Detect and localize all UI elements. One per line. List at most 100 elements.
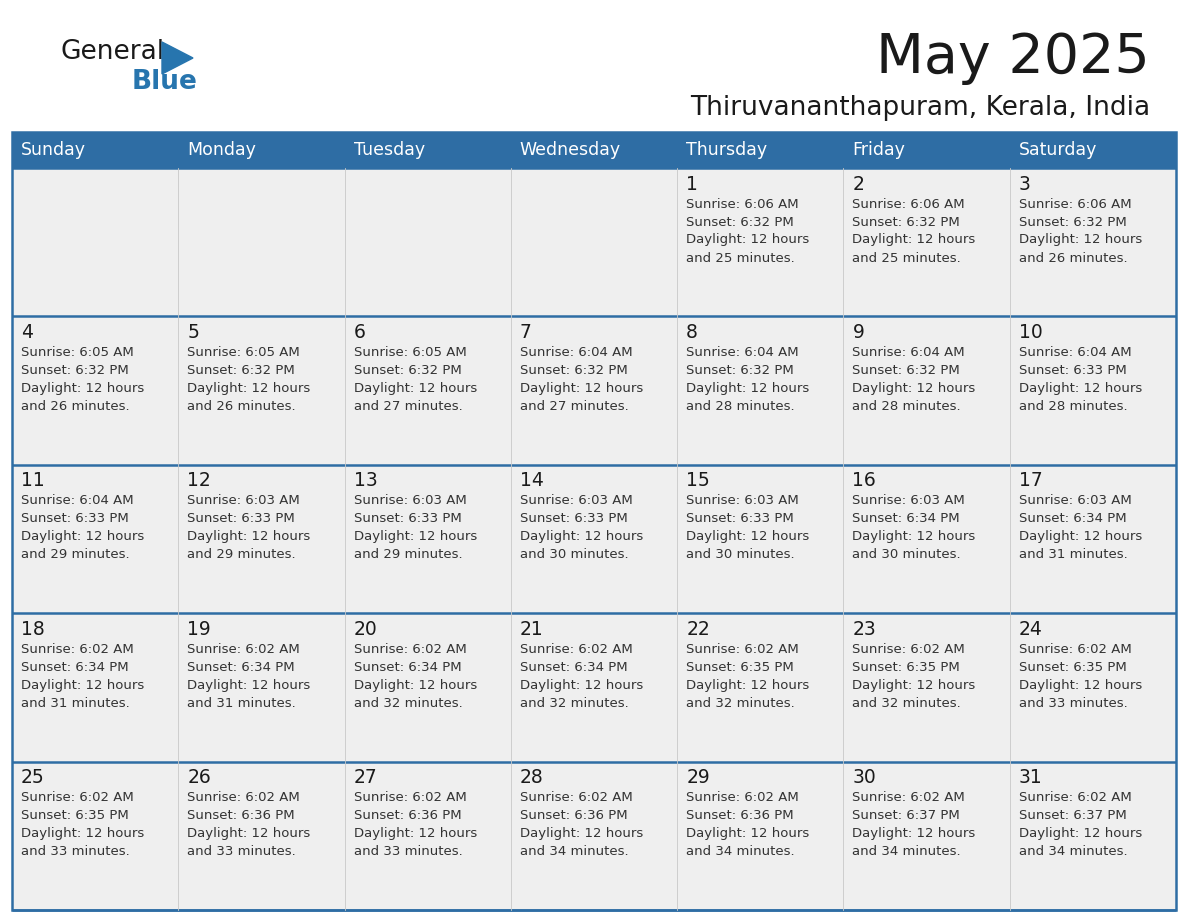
Text: and 29 minutes.: and 29 minutes. bbox=[21, 548, 129, 561]
Text: Sunset: 6:33 PM: Sunset: 6:33 PM bbox=[21, 512, 128, 525]
Text: and 30 minutes.: and 30 minutes. bbox=[520, 548, 628, 561]
Text: and 26 minutes.: and 26 minutes. bbox=[21, 400, 129, 413]
Text: Sunrise: 6:02 AM: Sunrise: 6:02 AM bbox=[188, 643, 301, 655]
Bar bbox=[345, 132, 511, 168]
Bar bbox=[511, 168, 677, 317]
Text: Daylight: 12 hours: Daylight: 12 hours bbox=[687, 233, 809, 247]
Text: Blue: Blue bbox=[132, 69, 198, 95]
Text: Daylight: 12 hours: Daylight: 12 hours bbox=[853, 233, 975, 247]
Text: Daylight: 12 hours: Daylight: 12 hours bbox=[1019, 233, 1142, 247]
Text: 11: 11 bbox=[21, 471, 45, 490]
Text: Sunset: 6:32 PM: Sunset: 6:32 PM bbox=[853, 364, 960, 377]
Text: Sunrise: 6:03 AM: Sunrise: 6:03 AM bbox=[188, 494, 301, 508]
Text: and 31 minutes.: and 31 minutes. bbox=[1019, 548, 1127, 561]
Text: Sunset: 6:36 PM: Sunset: 6:36 PM bbox=[188, 809, 295, 823]
Text: Sunset: 6:35 PM: Sunset: 6:35 PM bbox=[687, 661, 794, 674]
Bar bbox=[1010, 762, 1176, 910]
Text: Daylight: 12 hours: Daylight: 12 hours bbox=[188, 382, 310, 395]
Text: and 29 minutes.: and 29 minutes. bbox=[354, 548, 462, 561]
Text: Sunset: 6:36 PM: Sunset: 6:36 PM bbox=[354, 809, 461, 823]
Text: Sunset: 6:33 PM: Sunset: 6:33 PM bbox=[520, 512, 627, 525]
Text: Friday: Friday bbox=[853, 141, 905, 159]
Text: 25: 25 bbox=[21, 768, 45, 787]
Text: Sunset: 6:37 PM: Sunset: 6:37 PM bbox=[1019, 809, 1126, 823]
Bar bbox=[12, 132, 178, 168]
Text: 18: 18 bbox=[21, 620, 45, 639]
Text: Daylight: 12 hours: Daylight: 12 hours bbox=[1019, 678, 1142, 691]
Text: Sunset: 6:33 PM: Sunset: 6:33 PM bbox=[354, 512, 461, 525]
Text: Sunset: 6:35 PM: Sunset: 6:35 PM bbox=[1019, 661, 1126, 674]
Text: Daylight: 12 hours: Daylight: 12 hours bbox=[188, 531, 310, 543]
Bar bbox=[178, 132, 345, 168]
Text: Daylight: 12 hours: Daylight: 12 hours bbox=[188, 827, 310, 840]
Text: and 27 minutes.: and 27 minutes. bbox=[520, 400, 628, 413]
Text: 14: 14 bbox=[520, 471, 544, 490]
Text: and 25 minutes.: and 25 minutes. bbox=[687, 252, 795, 264]
Text: and 28 minutes.: and 28 minutes. bbox=[687, 400, 795, 413]
Text: 3: 3 bbox=[1019, 174, 1030, 194]
Text: Tuesday: Tuesday bbox=[354, 141, 424, 159]
Text: Daylight: 12 hours: Daylight: 12 hours bbox=[853, 531, 975, 543]
Text: Sunrise: 6:06 AM: Sunrise: 6:06 AM bbox=[853, 197, 965, 210]
Text: Daylight: 12 hours: Daylight: 12 hours bbox=[1019, 827, 1142, 840]
Bar bbox=[677, 613, 843, 762]
Bar bbox=[345, 613, 511, 762]
Text: Sunrise: 6:02 AM: Sunrise: 6:02 AM bbox=[520, 791, 632, 804]
Text: Sunset: 6:32 PM: Sunset: 6:32 PM bbox=[188, 364, 295, 377]
Text: Sunset: 6:32 PM: Sunset: 6:32 PM bbox=[687, 216, 794, 229]
Polygon shape bbox=[162, 42, 192, 74]
Text: Sunset: 6:35 PM: Sunset: 6:35 PM bbox=[853, 661, 960, 674]
Text: 10: 10 bbox=[1019, 323, 1042, 341]
Text: 6: 6 bbox=[354, 323, 366, 341]
Bar bbox=[178, 762, 345, 910]
Text: Daylight: 12 hours: Daylight: 12 hours bbox=[354, 827, 476, 840]
Text: 1: 1 bbox=[687, 174, 699, 194]
Text: Thursday: Thursday bbox=[687, 141, 767, 159]
Text: 13: 13 bbox=[354, 471, 378, 490]
Text: and 34 minutes.: and 34 minutes. bbox=[853, 845, 961, 858]
Bar bbox=[677, 465, 843, 613]
Text: 30: 30 bbox=[853, 768, 877, 787]
Text: 26: 26 bbox=[188, 768, 211, 787]
Text: Daylight: 12 hours: Daylight: 12 hours bbox=[21, 382, 144, 395]
Text: Daylight: 12 hours: Daylight: 12 hours bbox=[188, 678, 310, 691]
Text: 16: 16 bbox=[853, 471, 877, 490]
Text: and 30 minutes.: and 30 minutes. bbox=[853, 548, 961, 561]
Text: 5: 5 bbox=[188, 323, 200, 341]
Bar bbox=[843, 465, 1010, 613]
Bar bbox=[12, 613, 178, 762]
Text: Sunrise: 6:02 AM: Sunrise: 6:02 AM bbox=[21, 643, 134, 655]
Text: Sunrise: 6:04 AM: Sunrise: 6:04 AM bbox=[853, 346, 965, 359]
Bar bbox=[511, 613, 677, 762]
Text: Sunrise: 6:02 AM: Sunrise: 6:02 AM bbox=[687, 791, 798, 804]
Text: Sunset: 6:34 PM: Sunset: 6:34 PM bbox=[354, 661, 461, 674]
Text: Sunrise: 6:06 AM: Sunrise: 6:06 AM bbox=[1019, 197, 1131, 210]
Text: and 28 minutes.: and 28 minutes. bbox=[1019, 400, 1127, 413]
Text: Sunset: 6:34 PM: Sunset: 6:34 PM bbox=[188, 661, 295, 674]
Text: Sunrise: 6:04 AM: Sunrise: 6:04 AM bbox=[1019, 346, 1131, 359]
Bar bbox=[12, 317, 178, 465]
Text: Sunrise: 6:02 AM: Sunrise: 6:02 AM bbox=[687, 643, 798, 655]
Text: Daylight: 12 hours: Daylight: 12 hours bbox=[1019, 382, 1142, 395]
Text: Daylight: 12 hours: Daylight: 12 hours bbox=[21, 827, 144, 840]
Text: 31: 31 bbox=[1019, 768, 1042, 787]
Text: Sunset: 6:32 PM: Sunset: 6:32 PM bbox=[21, 364, 128, 377]
Text: Monday: Monday bbox=[188, 141, 257, 159]
Text: and 32 minutes.: and 32 minutes. bbox=[853, 697, 961, 710]
Text: 23: 23 bbox=[853, 620, 877, 639]
Text: General: General bbox=[61, 39, 164, 65]
Bar bbox=[677, 317, 843, 465]
Text: 24: 24 bbox=[1019, 620, 1043, 639]
Bar bbox=[345, 317, 511, 465]
Text: Sunset: 6:32 PM: Sunset: 6:32 PM bbox=[687, 364, 794, 377]
Text: 7: 7 bbox=[520, 323, 532, 341]
Text: Sunset: 6:32 PM: Sunset: 6:32 PM bbox=[520, 364, 627, 377]
Text: Saturday: Saturday bbox=[1019, 141, 1097, 159]
Text: 12: 12 bbox=[188, 471, 211, 490]
Text: Sunset: 6:37 PM: Sunset: 6:37 PM bbox=[853, 809, 960, 823]
Bar bbox=[12, 465, 178, 613]
Text: 2: 2 bbox=[853, 174, 865, 194]
Text: 9: 9 bbox=[853, 323, 865, 341]
Bar bbox=[345, 465, 511, 613]
Bar bbox=[511, 132, 677, 168]
